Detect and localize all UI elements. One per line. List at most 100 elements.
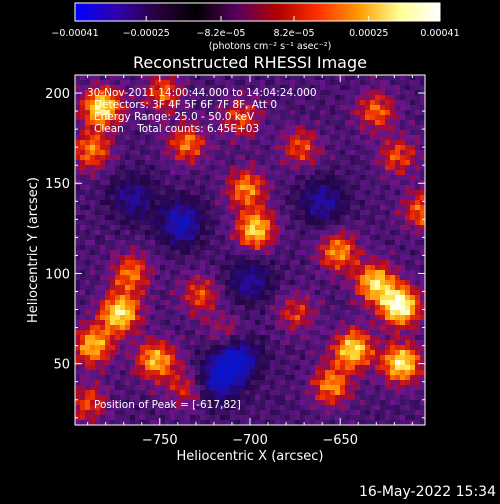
heatmap-cell	[325, 100, 331, 106]
heatmap-cell	[115, 155, 121, 161]
heatmap-cell	[390, 120, 396, 126]
heatmap-cell	[175, 355, 181, 361]
heatmap-cell	[315, 390, 321, 396]
heatmap-cell	[365, 355, 371, 361]
heatmap-cell	[225, 240, 231, 246]
heatmap-cell	[120, 145, 126, 151]
heatmap-cell	[315, 405, 321, 411]
heatmap-cell	[180, 315, 186, 321]
heatmap-cell	[275, 190, 281, 196]
heatmap-cell	[280, 410, 286, 416]
heatmap-cell	[390, 80, 396, 86]
heatmap-cell	[135, 215, 141, 221]
heatmap-cell	[200, 140, 206, 146]
heatmap-cell	[360, 370, 366, 376]
heatmap-cell	[90, 240, 96, 246]
heatmap-cell	[95, 160, 101, 166]
heatmap-cell	[320, 215, 326, 221]
heatmap-cell	[280, 255, 286, 261]
heatmap-cell	[265, 160, 271, 166]
heatmap-cell	[225, 340, 231, 346]
heatmap-cell	[205, 390, 211, 396]
heatmap-cell	[90, 345, 96, 351]
heatmap-cell	[260, 165, 266, 171]
heatmap-cell	[160, 310, 166, 316]
heatmap-cell	[215, 300, 221, 306]
heatmap-cell	[220, 245, 226, 251]
heatmap-cell	[155, 180, 161, 186]
heatmap-cell	[180, 305, 186, 311]
heatmap-cell	[390, 335, 396, 341]
heatmap-cell	[335, 205, 341, 211]
heatmap-cell	[180, 300, 186, 306]
heatmap-cell	[165, 355, 171, 361]
heatmap-cell	[180, 280, 186, 286]
heatmap-cell	[100, 165, 106, 171]
heatmap-cell	[80, 345, 86, 351]
heatmap-cell	[305, 380, 311, 386]
heatmap-cell	[375, 360, 381, 366]
heatmap-cell	[375, 95, 381, 101]
heatmap-cell	[295, 320, 301, 326]
heatmap-cell	[165, 210, 171, 216]
heatmap-cell	[170, 325, 176, 331]
heatmap-cell	[300, 175, 306, 181]
heatmap-cell	[215, 280, 221, 286]
heatmap-cell	[290, 390, 296, 396]
heatmap-cell	[385, 205, 391, 211]
heatmap-cell	[155, 240, 161, 246]
heatmap-cell	[230, 310, 236, 316]
heatmap-cell	[375, 350, 381, 356]
heatmap-cell	[330, 145, 336, 151]
heatmap-cell	[185, 155, 191, 161]
heatmap-cell	[225, 275, 231, 281]
heatmap-cell	[260, 345, 266, 351]
heatmap-cell	[280, 170, 286, 176]
heatmap-cell	[215, 370, 221, 376]
heatmap-cell	[245, 355, 251, 361]
heatmap-cell	[255, 180, 261, 186]
heatmap-cell	[390, 415, 396, 421]
heatmap-cell	[185, 80, 191, 86]
heatmap-cell	[325, 130, 331, 136]
heatmap-cell	[390, 325, 396, 331]
heatmap-cell	[275, 270, 281, 276]
heatmap-cell	[365, 345, 371, 351]
heatmap-cell	[415, 125, 421, 131]
heatmap-cell	[90, 390, 96, 396]
heatmap-cell	[160, 145, 166, 151]
heatmap-cell	[400, 335, 406, 341]
heatmap-cell	[145, 195, 151, 201]
heatmap-cell	[115, 290, 121, 296]
heatmap-cell	[270, 245, 276, 251]
heatmap-cell	[135, 370, 141, 376]
heatmap-cell	[75, 100, 81, 106]
heatmap-cell	[90, 360, 96, 366]
heatmap-cell	[355, 160, 361, 166]
heatmap-cell	[350, 185, 356, 191]
heatmap-cell	[125, 180, 131, 186]
heatmap-cell	[405, 300, 411, 306]
heatmap-cell	[335, 280, 341, 286]
heatmap-cell	[395, 370, 401, 376]
heatmap-cell	[370, 340, 376, 346]
heatmap-cell	[220, 200, 226, 206]
heatmap-cell	[365, 130, 371, 136]
heatmap-cell	[240, 380, 246, 386]
heatmap-cell	[205, 340, 211, 346]
heatmap-cell	[360, 75, 366, 81]
heatmap-cell	[390, 100, 396, 106]
heatmap-cell	[220, 185, 226, 191]
heatmap-cell	[385, 380, 391, 386]
heatmap-cell	[230, 190, 236, 196]
heatmap-cell	[350, 335, 356, 341]
heatmap-cell	[355, 390, 361, 396]
heatmap-cell	[220, 390, 226, 396]
heatmap-cell	[115, 255, 121, 261]
heatmap-cell	[155, 275, 161, 281]
heatmap-cell	[120, 360, 126, 366]
heatmap-cell	[255, 255, 261, 261]
heatmap-cell	[415, 110, 421, 116]
heatmap-cell	[145, 180, 151, 186]
heatmap-cell	[80, 85, 86, 91]
